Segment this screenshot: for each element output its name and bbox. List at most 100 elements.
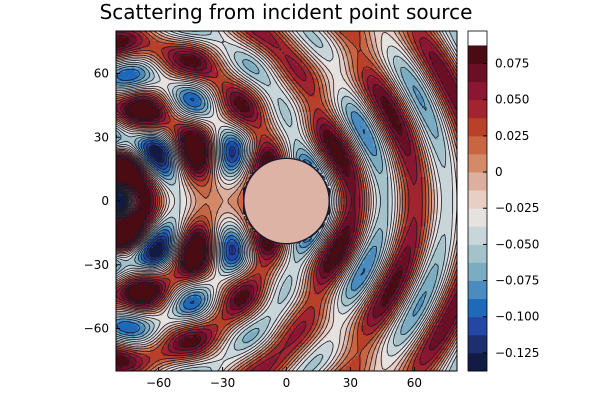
contour-cell — [209, 358, 213, 363]
contour-cell — [255, 337, 260, 341]
contour-cell — [444, 238, 449, 242]
contour-cell — [314, 333, 319, 338]
contour-cell — [326, 352, 331, 357]
contour-cell — [255, 327, 260, 332]
contour-cell — [240, 315, 244, 320]
contour-cell — [280, 355, 284, 360]
contour-cell — [314, 278, 319, 282]
contour-cell — [364, 250, 368, 255]
contour-cell — [308, 352, 312, 357]
contour-cell — [367, 343, 371, 347]
contour-cell — [329, 284, 334, 289]
contour-cell — [271, 259, 275, 264]
contour-cell — [426, 284, 430, 289]
contour-cell — [243, 352, 247, 357]
contour-cell — [187, 306, 191, 310]
contour-cell — [140, 256, 145, 261]
contour-cell — [348, 278, 353, 282]
contour-cell — [351, 346, 356, 350]
contour-cell — [116, 321, 120, 326]
contour-cell — [224, 318, 229, 323]
contour-cell — [264, 238, 269, 242]
contour-cell — [274, 296, 278, 301]
contour-cell — [240, 228, 244, 233]
contour-cell — [373, 343, 377, 347]
contour-cell — [267, 361, 272, 366]
contour-cell — [295, 269, 300, 273]
contour-cell — [404, 349, 408, 354]
contour-cell — [249, 247, 253, 252]
contour-cell — [354, 340, 359, 344]
contour-cell — [382, 235, 387, 239]
contour-cell — [215, 256, 219, 261]
contour-cell — [444, 299, 449, 304]
contour-cell — [453, 327, 457, 332]
contour-cell — [413, 247, 418, 252]
contour-cell — [174, 247, 179, 252]
contour-cell — [178, 275, 182, 279]
contour-cell — [143, 293, 148, 298]
contour-cell — [119, 327, 123, 332]
contour-cell — [391, 275, 396, 279]
contour-cell — [119, 330, 123, 335]
contour-cell — [382, 315, 387, 320]
contour-cell — [153, 281, 157, 286]
contour-cell — [426, 281, 430, 286]
contour-cell — [236, 299, 241, 304]
contour-cell — [419, 235, 424, 239]
contour-cell — [342, 265, 346, 270]
contour-cell — [264, 330, 269, 335]
contour-cell — [261, 306, 266, 310]
contour-cell — [419, 343, 424, 347]
contour-cell — [385, 296, 390, 301]
contour-cell — [305, 299, 309, 304]
contour-cell — [450, 269, 455, 273]
contour-cell — [283, 361, 288, 366]
contour-cell — [308, 358, 312, 363]
contour-cell — [302, 272, 306, 276]
contour-cell — [373, 290, 377, 295]
contour-cell — [444, 333, 449, 338]
contour-cell — [364, 367, 368, 371]
contour-cell — [193, 293, 198, 298]
contour-cell — [357, 262, 362, 267]
contour-cell — [404, 272, 408, 276]
contour-cell — [230, 349, 235, 354]
contour-cell — [243, 247, 247, 252]
contour-cell — [271, 247, 275, 252]
contour-cell — [333, 250, 337, 255]
contour-cell — [209, 250, 213, 255]
contour-cell — [298, 367, 303, 371]
contour-cell — [147, 352, 151, 357]
contour-cell — [438, 244, 443, 248]
contour-cell — [320, 269, 325, 273]
contour-cell — [156, 256, 160, 261]
contour-cell — [202, 256, 207, 261]
contour-cell — [243, 235, 247, 239]
contour-cell — [345, 287, 350, 292]
contour-cell — [264, 250, 269, 255]
contour-cell — [224, 235, 229, 239]
contour-cell — [202, 235, 207, 239]
contour-cell — [289, 269, 294, 273]
contour-cell — [246, 349, 250, 354]
contour-cell — [441, 284, 446, 289]
contour-cell — [190, 250, 195, 255]
contour-cell — [193, 299, 198, 304]
contour-cell — [419, 275, 424, 279]
contour-cell — [286, 275, 291, 279]
contour-cell — [401, 293, 405, 298]
contour-cell — [317, 265, 322, 270]
contour-cell — [295, 284, 300, 289]
contour-cell — [162, 250, 167, 255]
contour-cell — [360, 349, 365, 354]
contour-cell — [410, 287, 415, 292]
contour-cell — [143, 272, 148, 276]
contour-cell — [193, 262, 198, 267]
contour-cell — [385, 352, 390, 357]
contour-cell — [373, 312, 377, 316]
contour-cell — [388, 265, 393, 270]
contour-cell — [171, 303, 176, 307]
contour-cell — [438, 247, 443, 252]
contour-cell — [407, 321, 412, 326]
